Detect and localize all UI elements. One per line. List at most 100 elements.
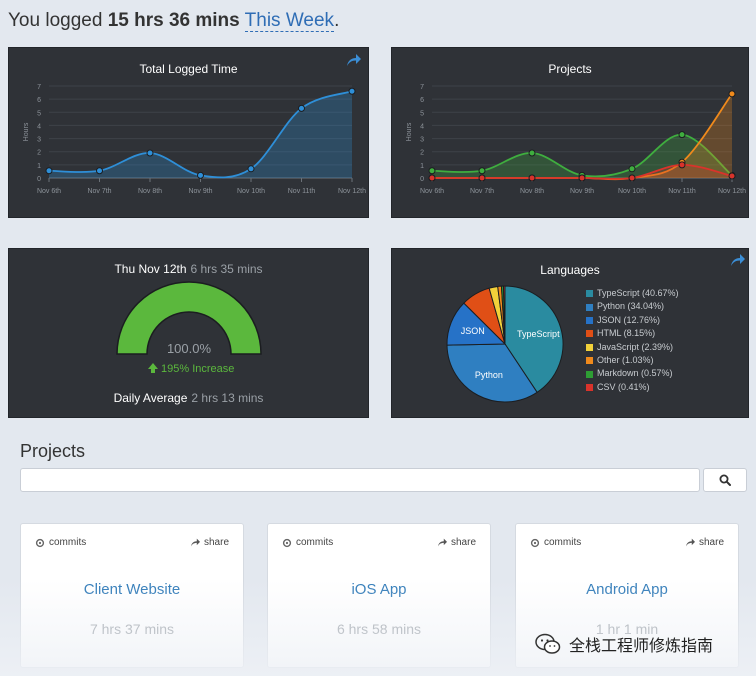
selected-day-label: Thu Nov 12th (114, 262, 187, 276)
project-name-link[interactable]: Android App (586, 581, 668, 598)
legend-swatch (586, 303, 593, 311)
share-link[interactable]: share (190, 537, 229, 548)
languages-legend: TypeScript (40.67%) Python (34.04%) JSON (… (586, 287, 679, 394)
commit-icon (530, 538, 540, 547)
total-chart-data-point[interactable] (45, 167, 53, 175)
watermark-text: 全栈工程师修炼指南 (569, 638, 714, 655)
projects-chart-data-point[interactable] (578, 174, 586, 182)
commits-label: commits (49, 537, 87, 548)
legend-swatch (586, 316, 593, 324)
total-chart-data-point[interactable] (348, 87, 356, 95)
project-search-button[interactable] (703, 468, 747, 492)
total-chart-y-tick-label: 3 (37, 137, 41, 144)
share-link[interactable]: share (437, 537, 476, 548)
legend-item[interactable]: CSV (0.41%) (586, 381, 679, 394)
total-chart-data-point[interactable] (247, 165, 255, 173)
legend-swatch (586, 383, 593, 391)
project-name-link[interactable]: Client Website (83, 581, 181, 598)
pie-slice-label: TypeScript (517, 329, 560, 339)
total-chart-x-tick-label: Nov 10th (237, 188, 265, 195)
projects-chart-series-area (432, 93, 732, 180)
legend-item[interactable]: HTML (8.15%) (586, 327, 679, 340)
total-chart-x-tick-label: Nov 6th (37, 188, 61, 195)
total-chart-y-tick-label: 7 (37, 84, 41, 91)
total-chart-x-tick-label: Nov 9th (188, 188, 212, 195)
legend-item[interactable]: Markdown (0.57%) (586, 367, 679, 380)
projects-chart-data-point[interactable] (728, 172, 736, 180)
total-chart-y-tick-label: 0 (37, 176, 41, 183)
legend-item[interactable]: JavaScript (2.39%) (586, 341, 679, 354)
projects-chart-x-tick-label: Nov 12th (718, 188, 746, 195)
projects-chart-y-tick-label: 4 (420, 123, 424, 130)
period-selector-link[interactable]: This Week (244, 10, 335, 32)
projects-chart-data-point[interactable] (478, 167, 486, 175)
share-arrow-icon[interactable] (346, 53, 362, 67)
pie-slice[interactable] (502, 285, 506, 345)
legend-label: Other (1.03%) (597, 354, 654, 365)
projects-chart-data-point[interactable] (428, 174, 436, 182)
project-card[interactable]: commits share Client Website 7 hrs 37 mi… (20, 523, 244, 668)
projects-chart-x-tick-label: Nov 6th (420, 188, 444, 195)
total-logged-time-chart: 0 1 2 3 4 5 6 7 Hours Nov 6th Nov 7th Nov 8th Nov 9t… (23, 84, 366, 195)
legend-item[interactable]: TypeScript (40.67%) (586, 287, 679, 300)
total-chart-data-point[interactable] (298, 104, 305, 112)
total-logged-time-panel: Total Logged Time 0 1 2 3 4 5 6 7 Hours Nov 6th No… (8, 47, 369, 218)
project-card[interactable]: commits share iOS App 6 hrs 58 mins (267, 523, 491, 668)
projects-section-title: Projects (20, 441, 86, 461)
total-chart-y-axis-label: Hours (23, 122, 30, 141)
project-time: 6 hrs 58 mins (336, 621, 422, 637)
legend-item[interactable]: Python (34.04%) (586, 300, 679, 313)
total-chart-y-tick-label: 5 (37, 110, 41, 117)
total-chart-data-point[interactable] (197, 171, 204, 179)
projects-chart-data-point[interactable] (678, 161, 686, 169)
share-arrow-icon[interactable] (730, 253, 746, 267)
pie-slice-label: Python (475, 370, 503, 380)
legend-item[interactable]: JSON (12.76%) (586, 314, 679, 327)
commits-link[interactable]: commits (530, 537, 581, 548)
increase-indicator: 195% Increase (148, 363, 234, 375)
total-chart-data-point[interactable] (146, 149, 154, 157)
projects-chart-data-point[interactable] (478, 174, 486, 182)
gauge-percent-label: 100.0% (167, 341, 212, 356)
projects-chart-data-point[interactable] (628, 174, 636, 182)
legend-label: Markdown (0.57%) (597, 368, 673, 379)
headline-suffix: . (334, 10, 340, 31)
gauge-fill (116, 281, 262, 355)
projects-chart-y-tick-label: 5 (420, 110, 424, 117)
projects-chart-data-point[interactable] (528, 174, 536, 182)
projects-chart-x-tick-label: Nov 8th (520, 188, 544, 195)
commits-link[interactable]: commits (35, 537, 86, 548)
commits-link[interactable]: commits (282, 537, 333, 548)
watermark: 全栈工程师修炼指南 (535, 632, 713, 656)
projects-chart-y-tick-label: 0 (420, 176, 424, 183)
legend-label: CSV (0.41%) (597, 381, 650, 392)
projects-chart-data-point[interactable] (628, 165, 636, 173)
total-chart-data-point[interactable] (96, 167, 103, 175)
daily-stats-panel: Thu Nov 12th 6 hrs 35 mins 100.0% 195% In… (8, 248, 369, 418)
projects-chart-series-area (432, 164, 732, 179)
increase-text: 195% Increase (161, 363, 234, 375)
share-arrow-icon (437, 538, 447, 547)
total-chart-x-tick-label: Nov 8th (138, 188, 162, 195)
daily-average-line: Daily Average 2 hrs 13 mins (9, 391, 368, 405)
total-chart-x-tick-label: Nov 12th (338, 188, 366, 195)
legend-label: JavaScript (2.39%) (597, 341, 674, 352)
share-link[interactable]: share (685, 537, 724, 548)
headline-total-time: 15 hrs 36 mins (107, 10, 240, 31)
share-label: share (698, 537, 724, 548)
legend-item[interactable]: Other (1.03%) (586, 354, 679, 367)
projects-chart-y-tick-label: 7 (420, 84, 424, 91)
projects-chart-data-point[interactable] (428, 167, 436, 175)
projects-chart-y-tick-label: 6 (420, 97, 424, 104)
total-chart-series-area (49, 91, 352, 178)
projects-chart-y-tick-label: 3 (420, 137, 424, 144)
total-logged-time-title: Total Logged Time (139, 62, 238, 76)
project-name-link[interactable]: iOS App (351, 581, 407, 598)
pie-slice[interactable] (446, 343, 538, 403)
legend-label: HTML (8.15%) (597, 328, 656, 339)
daily-goal-gauge: 100.0% 195% Increase (116, 281, 262, 375)
projects-chart-data-point[interactable] (528, 149, 536, 157)
projects-chart-data-point[interactable] (728, 90, 736, 98)
projects-chart-data-point[interactable] (678, 131, 686, 139)
project-search-input[interactable] (20, 468, 700, 492)
